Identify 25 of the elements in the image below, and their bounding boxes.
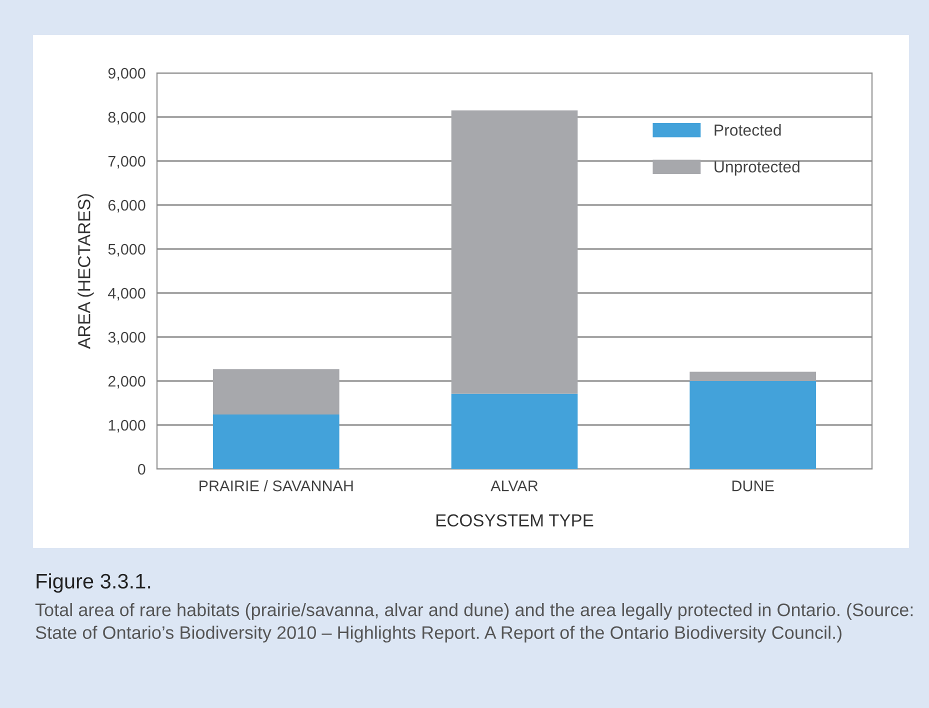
- bar: [451, 110, 578, 394]
- bar: [690, 372, 816, 381]
- y-tick-label: 5,000: [108, 244, 146, 256]
- y-tick-label: 6,000: [108, 200, 146, 212]
- x-axis-title: ECOSYSTEM TYPE: [436, 514, 594, 527]
- y-tick-label: 7,000: [108, 156, 146, 168]
- x-tick-label: ALVAR: [490, 480, 538, 492]
- x-tick-label: PRAIRIE / SAVANNAH: [200, 480, 353, 492]
- y-tick-label: 0: [138, 464, 146, 475]
- text: Total area of rare habitats (prairie/savanna, alvar and dune) and the area legally protected in Ontario. (Source: State of Ontario’s Biodiversity 2010 – Highlights Report. A Report of the Ontario Biodiversity Council.): [35, 603, 913, 643]
- bar: [213, 369, 340, 414]
- bar: [213, 414, 340, 469]
- y-axis-title: AREA (HECTARES): [78, 194, 94, 349]
- y-tick-label: 8,000: [108, 112, 146, 124]
- legend-label: Protected: [714, 124, 781, 136]
- bar: [690, 381, 816, 469]
- bar: [451, 394, 578, 469]
- y-tick-label: 3,000: [108, 332, 146, 344]
- legend-label: Unprotected: [714, 160, 800, 176]
- x-tick-label: DUNE: [732, 480, 774, 492]
- y-tick-label: 1,000: [108, 420, 146, 432]
- y-tick-label: 9,000: [108, 68, 146, 80]
- text: Figure 3.3.1.: [36, 573, 150, 593]
- y-tick-label: 2,000: [108, 376, 146, 388]
- y-tick-label: 4,000: [108, 288, 146, 300]
